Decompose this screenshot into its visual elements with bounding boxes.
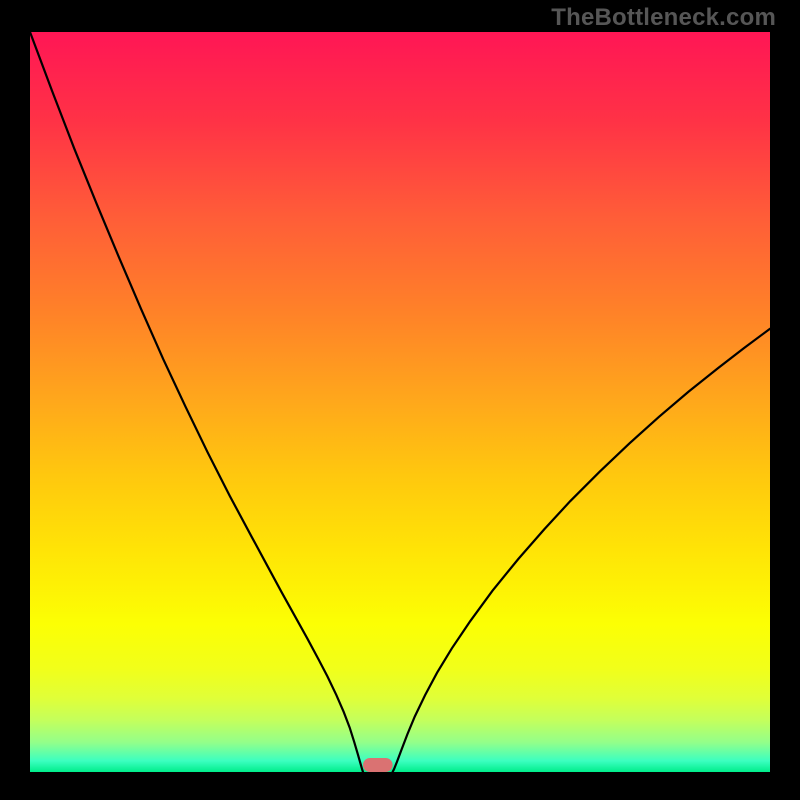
bottleneck-chart — [30, 32, 770, 772]
gradient-background — [30, 32, 770, 772]
optimal-marker — [363, 758, 393, 772]
watermark-text: TheBottleneck.com — [551, 4, 776, 32]
